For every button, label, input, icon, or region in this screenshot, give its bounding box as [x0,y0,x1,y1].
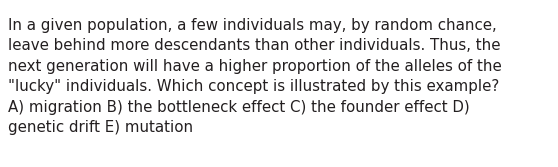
Text: In a given population, a few individuals may, by random chance,
leave behind mor: In a given population, a few individuals… [8,18,502,135]
